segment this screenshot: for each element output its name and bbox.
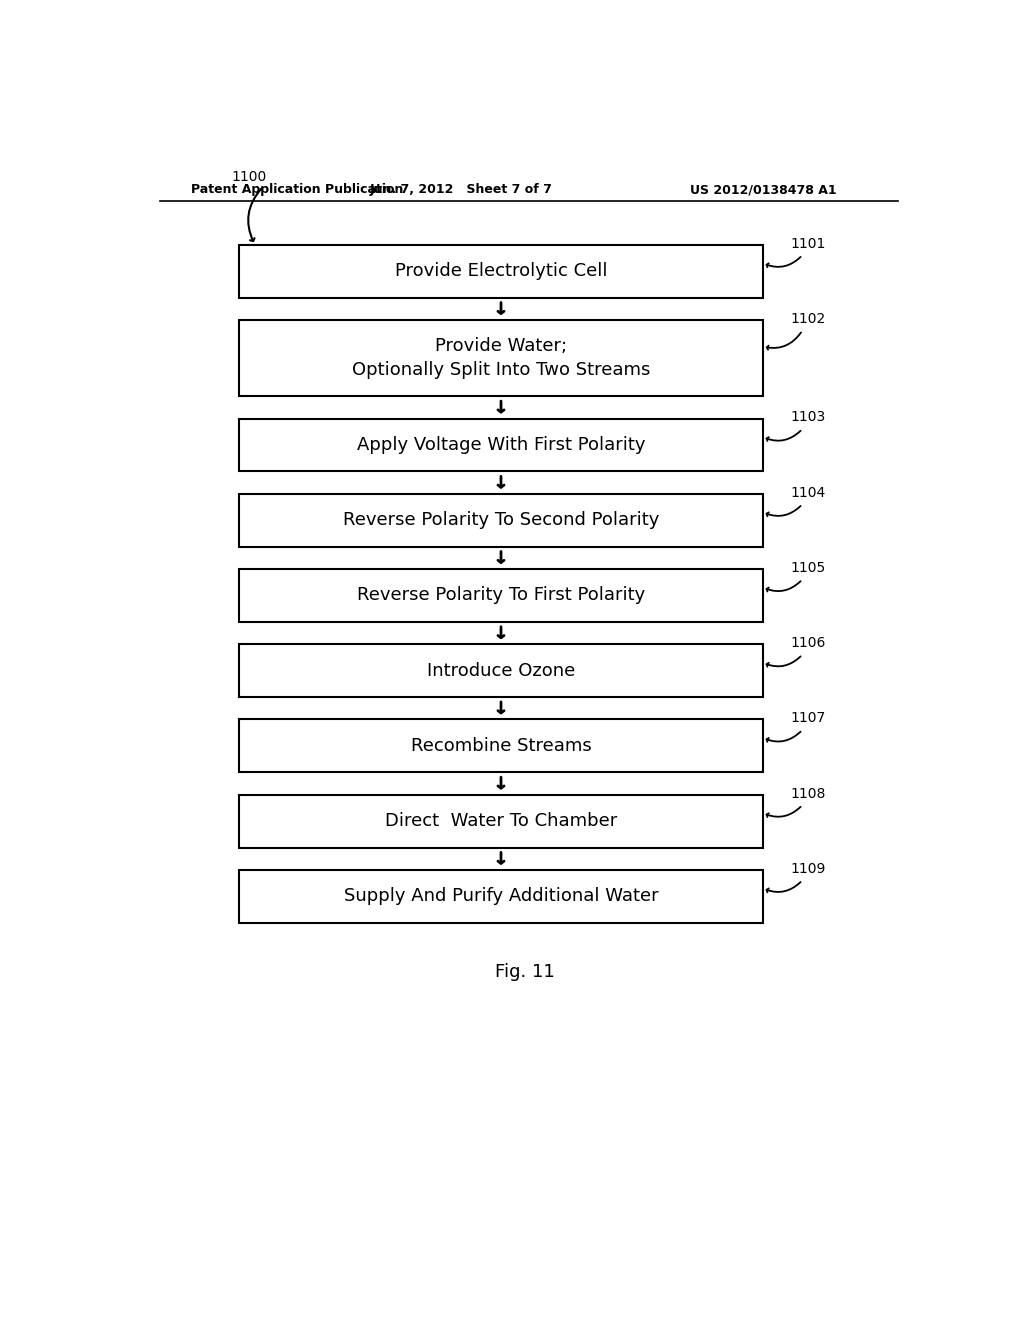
Text: 1107: 1107: [791, 711, 826, 725]
Text: 1109: 1109: [791, 862, 826, 875]
Text: Reverse Polarity To Second Polarity: Reverse Polarity To Second Polarity: [343, 511, 659, 529]
Bar: [240, 795, 763, 847]
Bar: [240, 644, 763, 697]
Text: Fig. 11: Fig. 11: [495, 964, 555, 981]
Text: Provide Electrolytic Cell: Provide Electrolytic Cell: [394, 263, 607, 280]
Text: Patent Application Publication: Patent Application Publication: [191, 183, 403, 197]
Bar: [240, 569, 763, 622]
Text: Reverse Polarity To First Polarity: Reverse Polarity To First Polarity: [357, 586, 645, 605]
Text: Introduce Ozone: Introduce Ozone: [427, 661, 575, 680]
Text: Supply And Purify Additional Water: Supply And Purify Additional Water: [344, 887, 658, 906]
Text: Provide Water;
Optionally Split Into Two Streams: Provide Water; Optionally Split Into Two…: [352, 338, 650, 379]
Text: 1105: 1105: [791, 561, 826, 576]
Text: Jun. 7, 2012   Sheet 7 of 7: Jun. 7, 2012 Sheet 7 of 7: [370, 183, 553, 197]
Bar: [240, 319, 763, 396]
Text: Direct  Water To Chamber: Direct Water To Chamber: [385, 812, 617, 830]
Text: 1104: 1104: [791, 486, 826, 500]
Text: US 2012/0138478 A1: US 2012/0138478 A1: [689, 183, 837, 197]
Text: 1103: 1103: [791, 411, 826, 425]
Bar: [240, 494, 763, 546]
Text: 1108: 1108: [791, 787, 826, 800]
Bar: [240, 418, 763, 471]
Bar: [240, 870, 763, 923]
Bar: [240, 244, 763, 297]
Bar: [240, 719, 763, 772]
Text: Apply Voltage With First Polarity: Apply Voltage With First Polarity: [356, 436, 645, 454]
Text: 1106: 1106: [791, 636, 826, 651]
Text: 1102: 1102: [791, 312, 826, 326]
Text: 1101: 1101: [791, 236, 826, 251]
Text: Recombine Streams: Recombine Streams: [411, 737, 592, 755]
Text: 1100: 1100: [231, 170, 266, 183]
